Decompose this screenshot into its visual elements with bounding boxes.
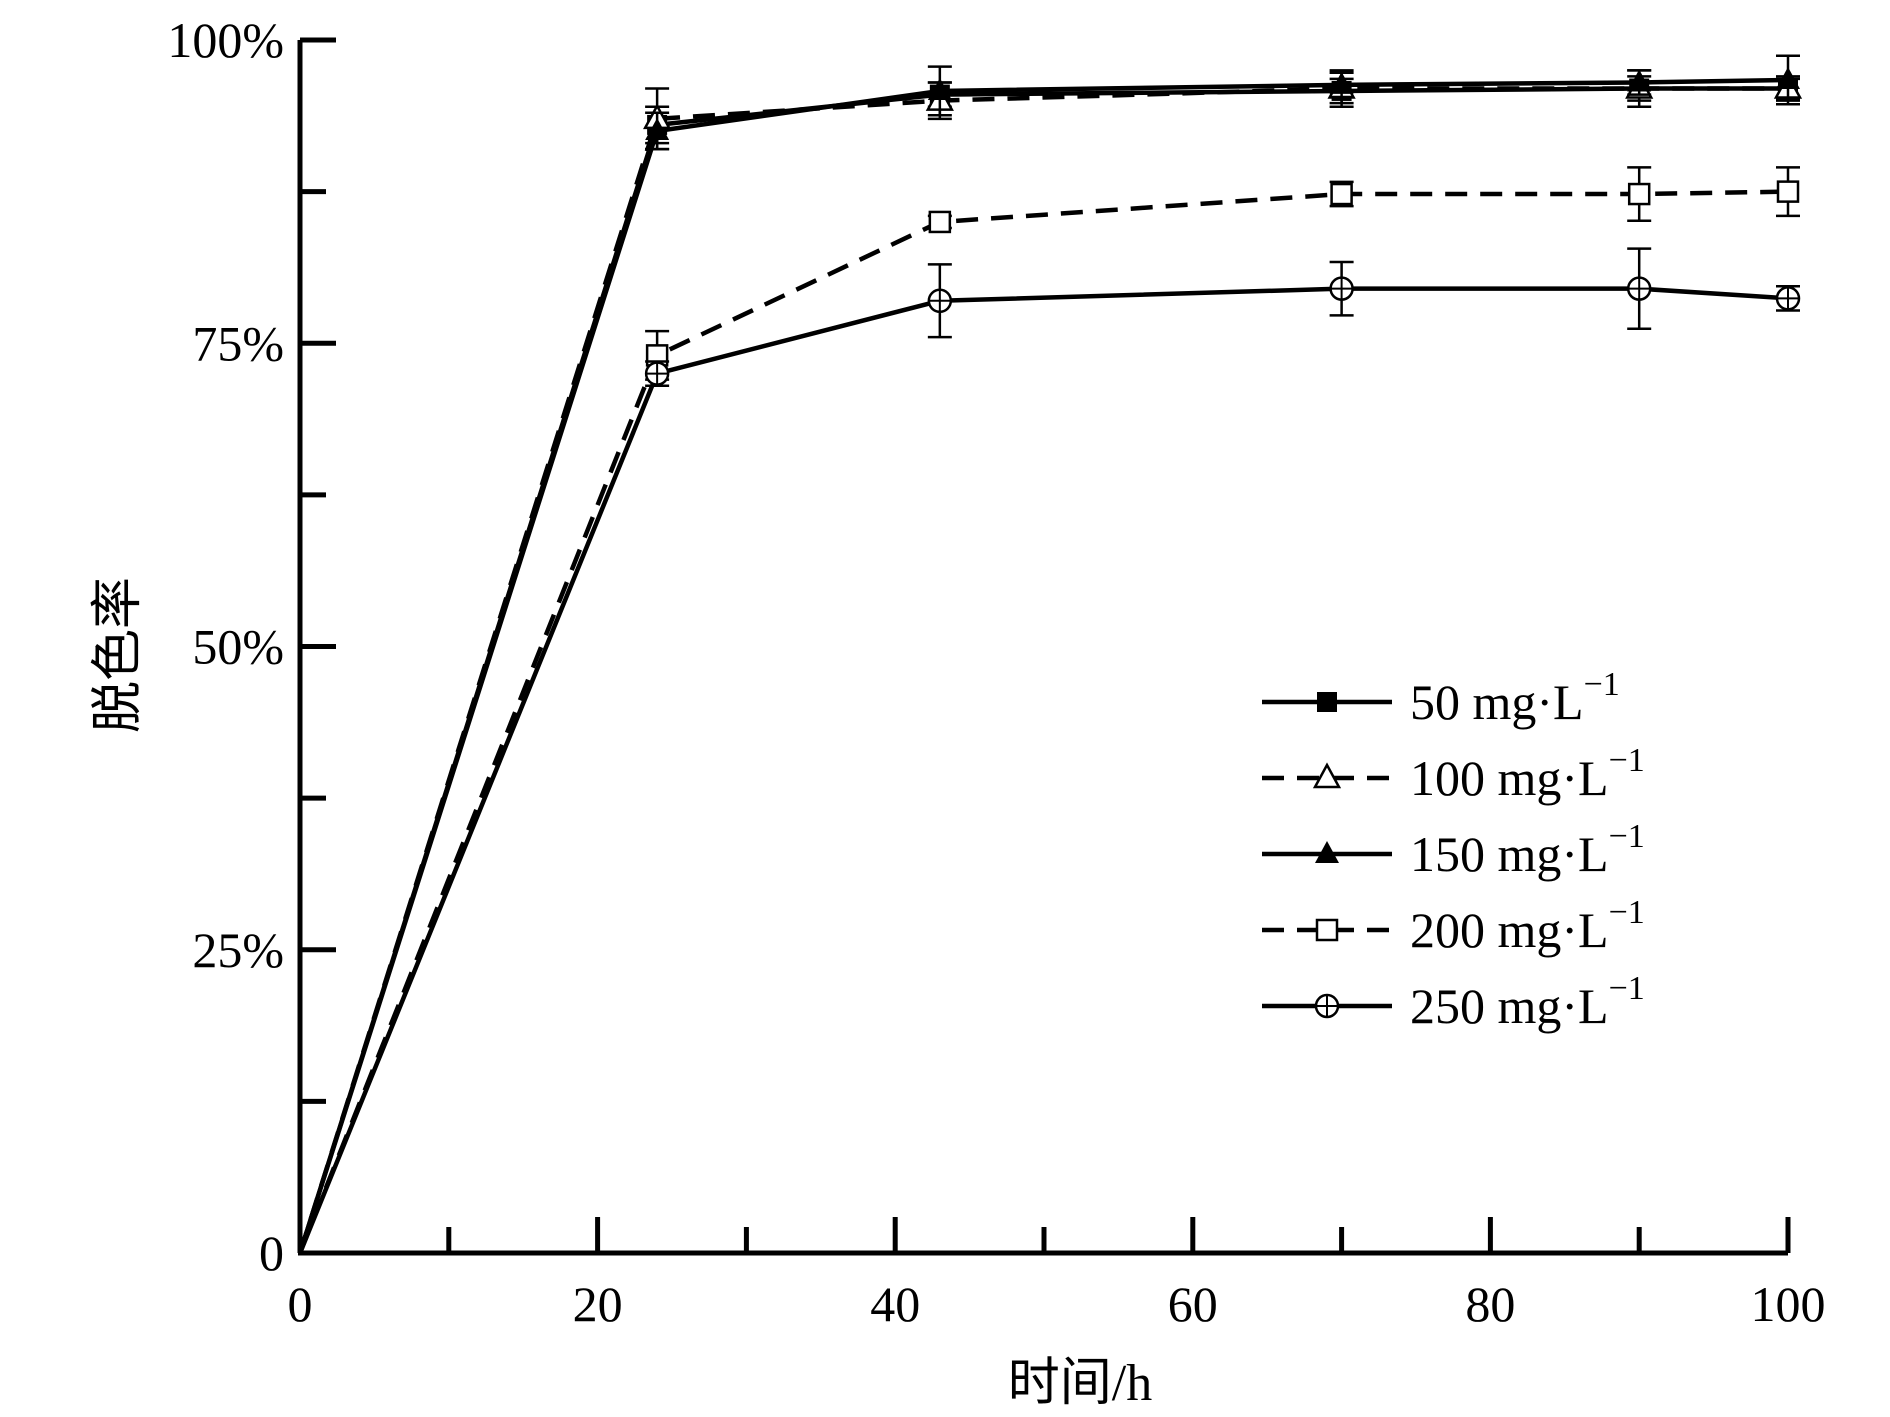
data-point — [1627, 69, 1652, 92]
legend-item: 250 mg·L−1 — [1262, 970, 1645, 1034]
x-tick-label: 80 — [1465, 1276, 1515, 1332]
x-tick-label: 40 — [870, 1276, 920, 1332]
legend-item: 100 mg·L−1 — [1262, 742, 1645, 806]
legend-label: 200 mg·L−1 — [1410, 894, 1645, 958]
tick-labels: 0 25% 50% 75% 100% 0 20 40 60 80 100 — [167, 12, 1825, 1332]
data-point — [927, 77, 952, 100]
data-point — [1330, 182, 1353, 206]
y-tick-label: 50% — [192, 619, 284, 675]
legend-label: 250 mg·L−1 — [1410, 970, 1645, 1034]
series-line — [297, 86, 1788, 1254]
data-point — [644, 361, 670, 386]
data-point — [645, 117, 670, 140]
series-5 — [297, 247, 1801, 1254]
legend-item: 50 mg·L−1 — [1262, 666, 1620, 730]
y-tick-label: 75% — [192, 315, 284, 371]
data-point — [1775, 286, 1801, 311]
series-3 — [297, 54, 1800, 1254]
legend-marker — [1312, 762, 1342, 789]
legend-marker — [1314, 993, 1340, 1019]
legend-marker — [1315, 918, 1339, 942]
series-line — [297, 86, 1788, 1254]
data-point — [1626, 276, 1652, 301]
x-tick-label: 0 — [288, 1276, 313, 1332]
legend-item: 150 mg·L−1 — [1262, 818, 1645, 882]
x-tick-label: 20 — [573, 1276, 623, 1332]
legend-label-superscript: −1 — [1609, 894, 1645, 931]
data-point — [1329, 71, 1354, 94]
legend-label: 150 mg·L−1 — [1410, 818, 1645, 882]
series-line — [297, 286, 1789, 1254]
series-line — [297, 189, 1789, 1254]
series-layer — [297, 54, 1803, 1254]
series-2 — [297, 69, 1803, 1254]
legend-label-superscript: −1 — [1609, 818, 1645, 855]
series-1 — [297, 75, 1800, 1254]
y-tick-label: 25% — [192, 922, 284, 978]
data-point — [928, 210, 952, 234]
legend-marker — [1315, 841, 1339, 863]
series-line — [297, 77, 1789, 1254]
data-point — [1776, 67, 1800, 90]
series-4 — [297, 166, 1800, 1254]
legend-label-superscript: −1 — [1609, 970, 1645, 1007]
legend-label-superscript: −1 — [1584, 666, 1620, 703]
y-tick-label: 0 — [259, 1225, 284, 1281]
legend-marker — [1317, 692, 1337, 712]
x-axis-title: 时间/h — [1008, 1355, 1152, 1412]
axes — [297, 40, 1788, 1256]
x-tick-label: 60 — [1168, 1276, 1218, 1332]
legend-item: 200 mg·L−1 — [1262, 894, 1645, 958]
data-point — [1329, 276, 1354, 301]
data-point — [1627, 182, 1651, 206]
legend-label: 50 mg·L−1 — [1410, 666, 1620, 730]
data-point — [927, 288, 953, 314]
legend-label: 100 mg·L−1 — [1410, 742, 1645, 806]
legend: 50 mg·L−1 100 mg·L−1 150 mg·L−1 200 mg·L−1 2… — [1262, 666, 1645, 1034]
legend-label-superscript: −1 — [1609, 742, 1645, 779]
x-tick-label: 100 — [1751, 1276, 1826, 1332]
data-point — [1776, 180, 1800, 203]
y-axis-title: 脱色率 — [90, 577, 147, 733]
y-tick-label: 100% — [167, 12, 284, 68]
tick-marks — [297, 37, 1791, 1256]
